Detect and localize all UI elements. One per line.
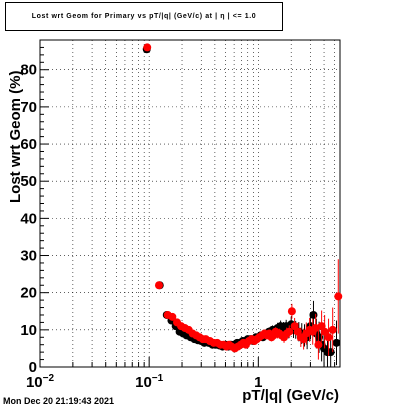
data-point — [287, 307, 296, 316]
y-axis-label: Lost wrt Geom (%) — [7, 70, 24, 203]
x-tick-label: 10−2 — [26, 373, 55, 391]
axes-layer — [39, 39, 341, 368]
y-tick-label: 0 — [29, 359, 37, 376]
chart-title: Lost wrt Geom for Primary vs pT/|q| (GeV… — [31, 13, 257, 20]
y-tick-label: 30 — [20, 248, 37, 265]
data-point — [154, 281, 163, 290]
y-tick-label: 40 — [20, 210, 37, 227]
data-series — [143, 43, 343, 360]
data-point — [326, 348, 335, 357]
data-point — [309, 310, 318, 319]
chart-title-box: Lost wrt Geom for Primary vs pT/|q| (GeV… — [5, 2, 283, 31]
data-point — [320, 327, 329, 336]
data-point — [332, 338, 341, 347]
timestamp: Mon Dec 20 21:19:43 2021 — [3, 396, 115, 406]
label-layer: 0 10 20 30 40 50 60 70 80 10−2 10−1 1 — [20, 62, 262, 391]
x-axis-label: pT/|q| (GeV/c) — [242, 387, 339, 404]
x-tick-label: 10−1 — [135, 373, 164, 391]
data-point — [334, 292, 343, 301]
y-tick-label: 70 — [20, 99, 37, 116]
y-tick-label: 20 — [20, 285, 37, 302]
x-tick-label: 1 — [254, 374, 262, 391]
data-layer — [142, 43, 343, 367]
y-tick-label: 50 — [20, 173, 37, 190]
data-point — [168, 312, 177, 321]
y-tick-label: 80 — [20, 62, 37, 79]
data-point — [315, 333, 324, 342]
data-point — [285, 327, 294, 336]
y-tick-label: 10 — [20, 322, 37, 339]
data-point — [324, 333, 333, 342]
data-point — [328, 325, 337, 334]
data-point — [143, 43, 152, 52]
data-point — [314, 340, 323, 349]
y-tick-label: 60 — [20, 136, 37, 153]
